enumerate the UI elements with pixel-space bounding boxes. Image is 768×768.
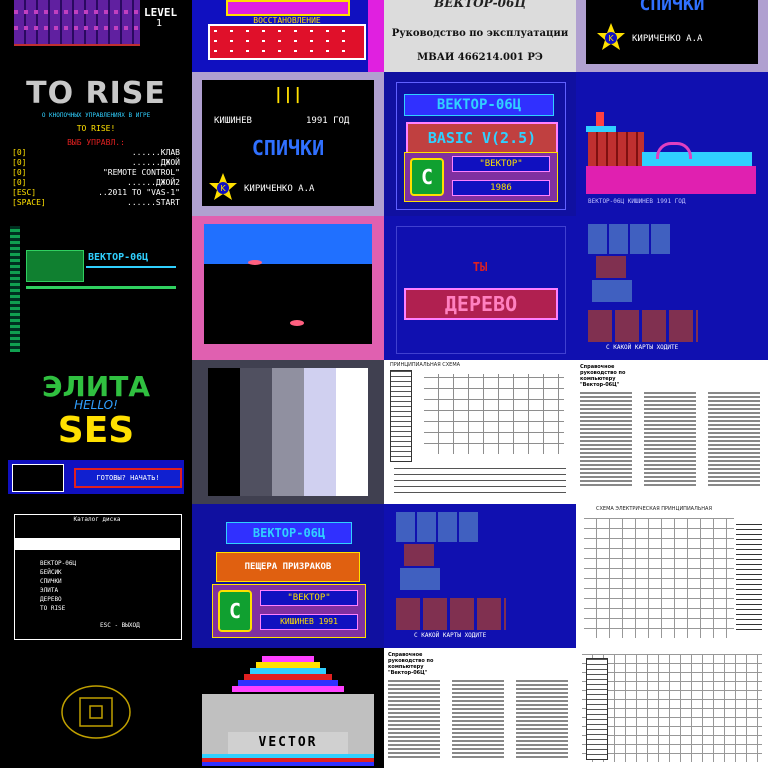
top-banner	[226, 0, 350, 16]
tile-vector-green: ВЕКТОР-06Ц	[0, 216, 192, 360]
ufo-sprite	[248, 260, 262, 265]
star-icon: K	[208, 172, 238, 202]
reference2-title: Справочное руководство по компьютеру "Ве…	[388, 652, 434, 676]
svg-text:K: K	[608, 34, 614, 43]
to-rise-ready: TO RISE!	[76, 124, 116, 133]
catalog-header: Каталог диска	[73, 516, 121, 523]
reference-title: Справочное руководство по компьютеру "Ве…	[580, 364, 626, 388]
game-credit: ВЕКТОР-06Ц КИШИНЕВ 1991 ГОД	[588, 198, 686, 205]
cave-game: ПЕЩЕРА ПРИЗРАКОВ	[216, 552, 360, 582]
bars-glyph: |||	[273, 84, 303, 103]
tile-restore: ВОССТАНОВЛЕНИЕ	[192, 0, 384, 72]
list-item[interactable]: ДЕРЕВО	[40, 596, 62, 603]
tile-schematic-1: ПРИНЦИПИАЛЬНАЯ СХЕМА	[384, 360, 576, 504]
tile-vector-logo: VECTOR	[192, 648, 384, 768]
key-row: [0] "REMOTE CONTROL"	[12, 168, 180, 177]
tile-elita: ЭЛИТА HELLO! SES ГОТОВЫ? НАЧАТЬ!	[0, 360, 192, 504]
tile-reference-1: Справочное руководство по компьютеру "Ве…	[576, 360, 768, 504]
tile-target	[0, 648, 192, 768]
tile-manual-cover: ВЕКТОР-06Ц Руководство по эксплуатации М…	[384, 0, 576, 72]
tile-tree: ТЫ ДЕРЕВО	[384, 216, 576, 360]
tile-basic: ВЕКТОР-06Ц BASIC V(2.5) C "ВЕКТОР" 1986	[384, 72, 576, 216]
basic-version: BASIC V(2.5)	[406, 122, 558, 154]
schematic2-header: СХЕМА ЭЛЕКТРИЧЕСКАЯ ПРИНЦИПИАЛЬНАЯ	[596, 506, 712, 512]
spichki-year: 1991 ГОД	[306, 116, 350, 126]
key-row: [0] ......КЛАВ	[12, 148, 180, 157]
elita-hello: HELLO!	[74, 398, 118, 412]
spichki-title: СПИЧКИ	[639, 0, 705, 15]
cave-brand: "ВЕКТОР"	[260, 590, 358, 606]
tile-spichki-large: ||| КИШИНЕВ 1991 ГОД СПИЧКИ K КИРИЧЕНКО …	[192, 72, 384, 216]
manual-title: ВЕКТОР-06Ц	[434, 0, 526, 10]
restore-panel	[208, 24, 366, 60]
tile-level: LEVEL 1	[0, 0, 192, 72]
catalog-footer: ESC - ВЫХОД	[100, 622, 140, 629]
list-item[interactable]: БЕЙСИК	[40, 569, 62, 576]
list-item[interactable]: ЭЛИТА	[40, 587, 59, 594]
to-rise-logo: TO RISE	[26, 76, 166, 111]
tree-line1: ТЫ	[472, 260, 488, 274]
level-number: 1	[156, 18, 163, 29]
tile-game-scene: ВЕКТОР-06Ц КИШИНЕВ 1991 ГОД	[576, 72, 768, 216]
elita-title: ЭЛИТА	[41, 370, 150, 403]
spichki-city: КИШИНЕВ	[214, 116, 252, 126]
tile-grey-bars	[192, 360, 384, 504]
c-logo-icon: C	[410, 158, 444, 196]
manual-subtitle: Руководство по эксплуатации	[391, 28, 569, 39]
vector-label: VECTOR	[228, 732, 348, 754]
spichki-title-large: СПИЧКИ	[251, 136, 325, 160]
tile-cards-1: С КАКОЙ КАРТЫ ХОДИТЕ	[576, 216, 768, 360]
list-item[interactable]: ВЕКТОР-06Ц	[40, 560, 77, 567]
svg-text:K: K	[220, 184, 226, 193]
basic-brand: "ВЕКТОР"	[452, 156, 550, 172]
tile-reference-2: Справочное руководство по компьютеру "Ве…	[384, 648, 576, 768]
basic-title: ВЕКТОР-06Ц	[404, 94, 554, 116]
keys-title: ВЫБ УПРАВЛ.:	[67, 138, 125, 147]
cave-title: ВЕКТОР-06Ц	[226, 522, 352, 544]
cards-prompt: С КАКОЙ КАРТЫ ХОДИТЕ	[414, 632, 487, 639]
player-sprite	[596, 112, 604, 126]
star-icon: K	[596, 22, 626, 52]
tile-schematic-2: СХЕМА ЭЛЕКТРИЧЕСКАЯ ПРИНЦИПИАЛЬНАЯ	[576, 504, 768, 648]
tree-line2: ДЕРЕВО	[404, 288, 558, 320]
brick-pattern	[14, 0, 140, 46]
key-row: [0] ......ДЖОЙ	[12, 158, 180, 167]
spichki-author: КИРИЧЕНКО А.А	[632, 34, 703, 44]
tile-spichki-small: СПИЧКИ K КИРИЧЕНКО А.А	[576, 0, 768, 72]
cave-city-year: КИШИНЕВ 1991	[260, 614, 358, 630]
basic-year: 1986	[452, 180, 550, 196]
tile-schematic-3	[576, 648, 768, 768]
cards-prompt: С КАКОЙ КАРТЫ ХОДИТЕ	[606, 344, 679, 351]
key-row: [SPACE] ......START	[12, 198, 180, 207]
keys-list: [0] ......КЛАВ [0] ......ДЖОЙ [0] "REMOTE C…	[12, 148, 180, 208]
catalog-list: ВЕКТОР-06Ц БЕЙСИК СПИЧКИ ЭЛИТА ДЕРЕВО ТО…	[40, 560, 170, 614]
tile-ghost-cave: ВЕКТОР-06Ц ПЕЩЕРА ПРИЗРАКОВ C "ВЕКТОР" К…	[192, 504, 384, 648]
elita-start-button[interactable]: ГОТОВЫ? НАЧАТЬ!	[74, 468, 182, 488]
spichki-author-large: КИРИЧЕНКО А.А	[244, 184, 315, 194]
list-item[interactable]: ТО RISE	[40, 605, 66, 612]
manual-code: МВАИ 466214.001 РЭ	[417, 52, 543, 63]
key-row: [ESC] ..2011 TO "VAS-1"	[12, 188, 180, 197]
tile-to-rise: TO RISE О КНОПОЧНЫХ УПРАВЛЕНИЯХ В ИГРЕ T…	[0, 72, 192, 216]
tile-catalog: Каталог диска ВЕКТОР-06Ц БЕЙСИК СПИЧКИ Э…	[0, 504, 192, 648]
schematic-header: ПРИНЦИПИАЛЬНАЯ СХЕМА	[390, 362, 461, 368]
ship-sprite	[290, 320, 304, 326]
key-row: [0] ......ДЖОЙ2	[12, 178, 180, 187]
vector-green-title: ВЕКТОР-06Ц	[88, 252, 149, 263]
to-rise-subtitle: О КНОПОЧНЫХ УПРАВЛЕНИЯХ В ИГРЕ	[41, 112, 151, 119]
list-item[interactable]: СПИЧКИ	[40, 578, 62, 585]
tile-cards-2: С КАКОЙ КАРТЫ ХОДИТЕ	[384, 504, 576, 648]
level-label: LEVEL	[144, 6, 178, 19]
tile-landscape	[192, 216, 384, 360]
c-logo-icon: C	[218, 590, 252, 632]
elita-ses: SES	[57, 410, 135, 451]
restore-label: ВОССТАНОВЛЕНИЕ	[253, 16, 321, 25]
